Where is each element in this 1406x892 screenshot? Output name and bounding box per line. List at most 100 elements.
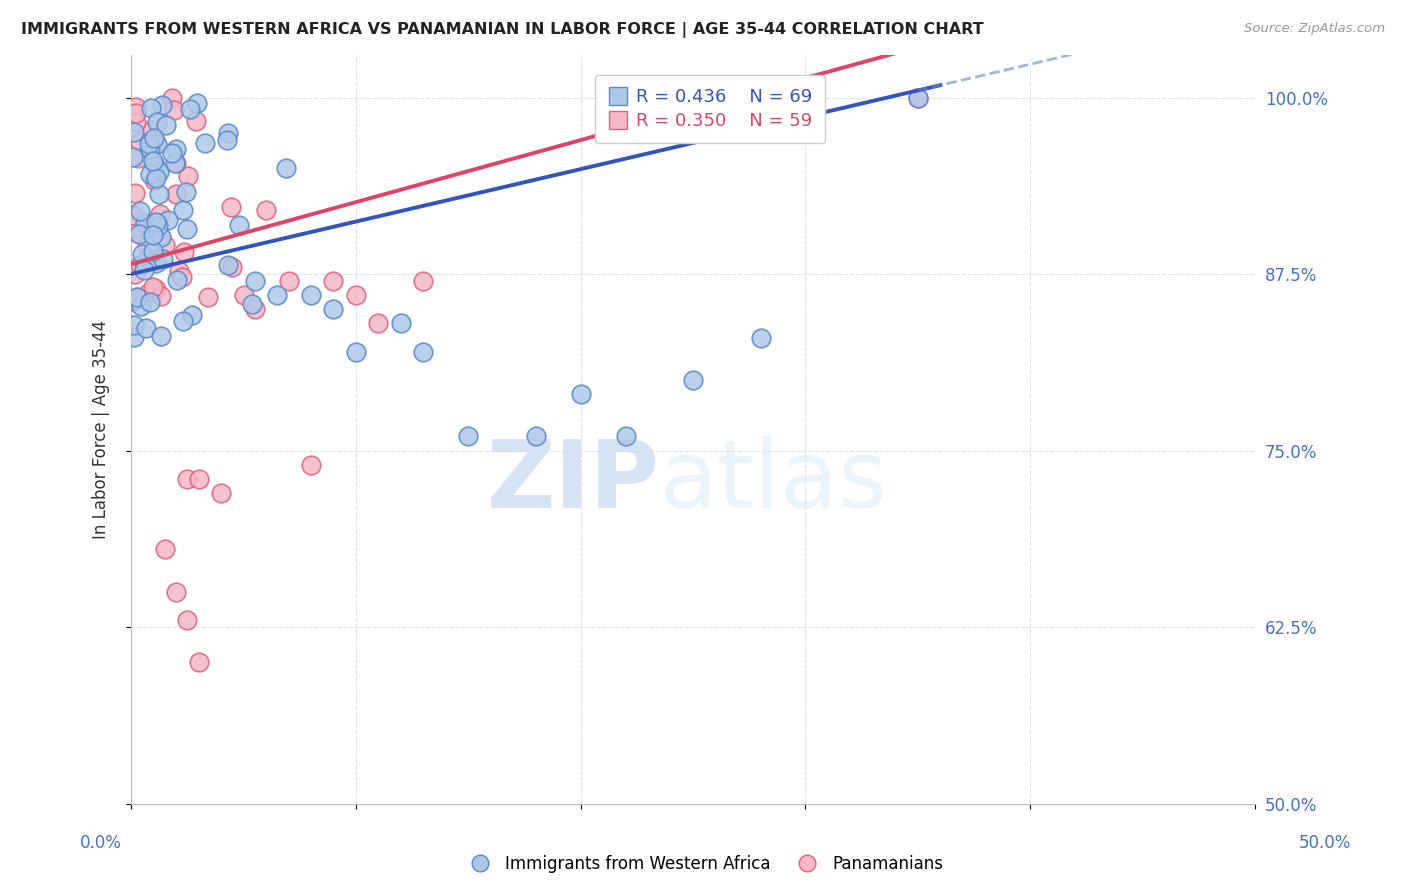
- Point: [149, 206, 172, 220]
- Legend: Immigrants from Western Africa, Panamanians: Immigrants from Western Africa, Panamani…: [457, 848, 949, 880]
- Point: [152, 98, 174, 112]
- Point: [134, 216, 156, 230]
- Point: [569, 387, 592, 401]
- Point: [145, 137, 167, 152]
- Point: [125, 115, 148, 129]
- Point: [243, 302, 266, 317]
- Point: [134, 263, 156, 277]
- Point: [344, 288, 367, 302]
- Point: [277, 274, 299, 288]
- Point: [125, 220, 148, 235]
- Point: [145, 282, 167, 296]
- Point: [142, 228, 165, 243]
- Point: [122, 124, 145, 138]
- Point: [148, 164, 170, 178]
- Point: [131, 247, 153, 261]
- Point: [125, 100, 148, 114]
- Point: [322, 274, 344, 288]
- Point: [150, 328, 173, 343]
- Point: [128, 135, 150, 149]
- Point: [148, 186, 170, 201]
- Point: [194, 136, 217, 150]
- Point: [173, 245, 195, 260]
- Point: [170, 270, 193, 285]
- Point: [153, 542, 176, 557]
- Point: [141, 220, 163, 235]
- Point: [215, 133, 238, 147]
- Point: [682, 373, 704, 387]
- Point: [129, 258, 152, 272]
- Point: [142, 153, 165, 168]
- Point: [155, 118, 177, 132]
- Point: [176, 613, 198, 627]
- Point: [165, 142, 187, 156]
- Point: [132, 255, 155, 269]
- Point: [749, 330, 772, 344]
- Point: [174, 185, 197, 199]
- Point: [122, 293, 145, 308]
- Point: [187, 656, 209, 670]
- Point: [162, 90, 184, 104]
- Point: [243, 274, 266, 288]
- Point: [125, 106, 148, 120]
- Point: [142, 280, 165, 294]
- Point: [148, 219, 170, 233]
- Point: [176, 472, 198, 486]
- Point: [127, 151, 149, 165]
- Point: [150, 229, 173, 244]
- Point: [142, 244, 165, 258]
- Point: [217, 258, 239, 272]
- Legend: R = 0.436    N = 69, R = 0.350    N = 59: R = 0.436 N = 69, R = 0.350 N = 59: [595, 76, 825, 143]
- Point: [129, 299, 152, 313]
- Point: [145, 215, 167, 229]
- Point: [242, 297, 264, 311]
- Point: [139, 142, 162, 156]
- Point: [122, 209, 145, 223]
- Point: [125, 290, 148, 304]
- Point: [143, 158, 166, 172]
- Point: [389, 317, 412, 331]
- Point: [219, 200, 242, 214]
- Point: [165, 155, 187, 169]
- Point: [197, 290, 219, 304]
- Point: [209, 486, 232, 500]
- Point: [221, 260, 243, 274]
- Point: [146, 115, 169, 129]
- Point: [412, 274, 434, 288]
- Point: [122, 150, 145, 164]
- Point: [143, 172, 166, 186]
- Point: [228, 218, 250, 232]
- Point: [128, 227, 150, 241]
- Point: [266, 288, 288, 302]
- Text: 0.0%: 0.0%: [80, 834, 122, 852]
- Point: [457, 429, 479, 443]
- Point: [141, 123, 163, 137]
- Point: [157, 212, 180, 227]
- Point: [172, 203, 194, 218]
- Point: [524, 429, 547, 443]
- Text: ZIP: ZIP: [486, 435, 659, 528]
- Point: [122, 293, 145, 307]
- Text: Source: ZipAtlas.com: Source: ZipAtlas.com: [1244, 22, 1385, 36]
- Point: [145, 255, 167, 269]
- Point: [187, 472, 209, 486]
- Point: [160, 145, 183, 160]
- Point: [139, 101, 162, 115]
- Point: [367, 317, 389, 331]
- Point: [217, 126, 239, 140]
- Point: [176, 221, 198, 235]
- Point: [122, 318, 145, 332]
- Point: [163, 156, 186, 170]
- Point: [142, 131, 165, 145]
- Point: [152, 252, 174, 266]
- Point: [135, 320, 157, 334]
- Point: [136, 285, 159, 300]
- Point: [127, 227, 149, 241]
- Point: [139, 294, 162, 309]
- Point: [299, 458, 322, 472]
- Point: [167, 264, 190, 278]
- Point: [299, 288, 322, 302]
- Point: [179, 103, 201, 117]
- Point: [614, 429, 637, 443]
- Point: [149, 289, 172, 303]
